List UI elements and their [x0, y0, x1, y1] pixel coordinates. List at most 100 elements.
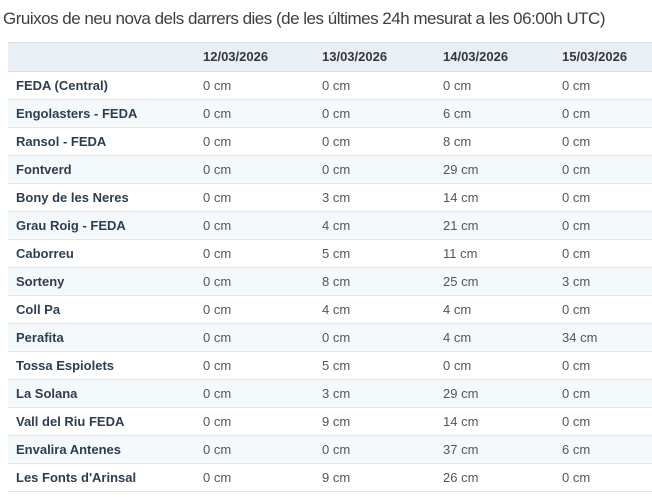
snow-depth-value: 29 cm [435, 379, 554, 408]
snow-depth-value: 0 cm [554, 71, 652, 100]
table-row: Grau Roig - FEDA 0 cm 4 cm 21 cm 0 cm [8, 211, 652, 240]
snow-depth-value: 0 cm [554, 379, 652, 408]
station-name: Caborreu [8, 239, 195, 268]
snow-depth-value: 0 cm [314, 71, 435, 100]
snow-depth-value: 0 cm [554, 127, 652, 156]
snow-depth-value: 3 cm [314, 379, 435, 408]
page-title: Gruixos de neu nova dels darrers dies (d… [3, 9, 605, 28]
table-row: La Solana 0 cm 3 cm 29 cm 0 cm [8, 379, 652, 408]
header-cell-date: 13/03/2026 [314, 42, 435, 72]
snow-depth-value: 0 cm [195, 71, 314, 100]
station-name: Bony de les Neres [8, 183, 195, 212]
snow-depth-value: 0 cm [554, 155, 652, 184]
snow-depth-value: 0 cm [195, 183, 314, 212]
station-name: Grau Roig - FEDA [8, 211, 195, 240]
snow-depth-value: 0 cm [195, 239, 314, 268]
snow-depth-value: 29 cm [435, 155, 554, 184]
station-name: Sorteny [8, 267, 195, 296]
snow-depth-value: 0 cm [195, 379, 314, 408]
header-cell-date: 14/03/2026 [435, 42, 554, 72]
snow-depth-value: 4 cm [314, 211, 435, 240]
snow-depth-value: 0 cm [554, 295, 652, 324]
header-row: 12/03/2026 13/03/2026 14/03/2026 15/03/2026 [8, 42, 652, 72]
snow-depth-value: 0 cm [195, 323, 314, 352]
table-row: Engolasters - FEDA 0 cm 0 cm 6 cm 0 cm [8, 99, 652, 128]
snow-depth-value: 6 cm [435, 99, 554, 128]
table-row: Les Fonts d'Arinsal 0 cm 9 cm 26 cm 0 cm [8, 463, 652, 492]
snow-depth-value: 4 cm [435, 295, 554, 324]
snow-depth-value: 0 cm [314, 99, 435, 128]
table-body: FEDA (Central) 0 cm 0 cm 0 cm 0 cm Engolaster… [8, 71, 652, 492]
snow-depth-value: 34 cm [554, 323, 652, 352]
snow-depth-value: 0 cm [435, 71, 554, 100]
snow-depth-value: 0 cm [195, 435, 314, 464]
snow-depth-value: 3 cm [554, 267, 652, 296]
snow-depth-value: 5 cm [314, 351, 435, 380]
snow-depth-value: 25 cm [435, 267, 554, 296]
header-cell-station [8, 42, 195, 72]
snow-depth-value: 8 cm [435, 127, 554, 156]
table-row: Ransol - FEDA 0 cm 0 cm 8 cm 0 cm [8, 127, 652, 156]
snow-depth-value: 26 cm [435, 463, 554, 492]
snow-depth-value: 0 cm [195, 99, 314, 128]
snow-depth-value: 4 cm [314, 295, 435, 324]
snow-depth-value: 0 cm [195, 127, 314, 156]
table-row: Sorteny 0 cm 8 cm 25 cm 3 cm [8, 267, 652, 296]
snow-depth-value: 5 cm [314, 239, 435, 268]
station-name: Vall del Riu FEDA [8, 407, 195, 436]
station-name: Fontverd [8, 155, 195, 184]
station-name: Envalira Antenes [8, 435, 195, 464]
table-row: Perafita 0 cm 0 cm 4 cm 34 cm [8, 323, 652, 352]
snow-depth-value: 21 cm [435, 211, 554, 240]
table-row: FEDA (Central) 0 cm 0 cm 0 cm 0 cm [8, 71, 652, 100]
snow-depth-value: 0 cm [314, 155, 435, 184]
snow-depth-value: 0 cm [314, 323, 435, 352]
snow-depth-value: 0 cm [554, 183, 652, 212]
snow-depth-value: 0 cm [435, 351, 554, 380]
snow-depth-value: 9 cm [314, 407, 435, 436]
station-name: Engolasters - FEDA [8, 99, 195, 128]
station-name: Tossa Espiolets [8, 351, 195, 380]
snow-depth-value: 11 cm [435, 239, 554, 268]
table-row: Caborreu 0 cm 5 cm 11 cm 0 cm [8, 239, 652, 268]
snow-depth-value: 0 cm [195, 407, 314, 436]
snow-depth-value: 8 cm [314, 267, 435, 296]
snow-depth-value: 0 cm [195, 155, 314, 184]
station-name: Perafita [8, 323, 195, 352]
snow-depth-value: 0 cm [195, 267, 314, 296]
snow-depth-value: 4 cm [435, 323, 554, 352]
snow-depth-value: 37 cm [435, 435, 554, 464]
table-row: Fontverd 0 cm 0 cm 29 cm 0 cm [8, 155, 652, 184]
station-name: FEDA (Central) [8, 71, 195, 100]
snow-depth-value: 0 cm [554, 211, 652, 240]
snow-depth-value: 0 cm [195, 463, 314, 492]
snow-depth-value: 0 cm [195, 351, 314, 380]
snow-depth-value: 0 cm [554, 463, 652, 492]
station-name: Coll Pa [8, 295, 195, 324]
snow-depth-value: 14 cm [435, 407, 554, 436]
header-cell-date: 15/03/2026 [554, 42, 652, 72]
table-row: Vall del Riu FEDA 0 cm 9 cm 14 cm 0 cm [8, 407, 652, 436]
table-row: Bony de les Neres 0 cm 3 cm 14 cm 0 cm [8, 183, 652, 212]
snow-depth-value: 0 cm [314, 127, 435, 156]
table-header: 12/03/2026 13/03/2026 14/03/2026 15/03/2026 [8, 42, 652, 72]
snow-depth-table: 12/03/2026 13/03/2026 14/03/2026 15/03/2026… [8, 42, 652, 492]
header-cell-date: 12/03/2026 [195, 42, 314, 72]
snow-depth-value: 6 cm [554, 435, 652, 464]
snow-depth-value: 0 cm [195, 211, 314, 240]
station-name: Les Fonts d'Arinsal [8, 463, 195, 492]
table-row: Envalira Antenes 0 cm 0 cm 37 cm 6 cm [8, 435, 652, 464]
table-row: Coll Pa 0 cm 4 cm 4 cm 0 cm [8, 295, 652, 324]
snow-depth-value: 0 cm [195, 295, 314, 324]
snow-depth-value: 3 cm [314, 183, 435, 212]
snow-depth-value: 0 cm [554, 351, 652, 380]
snow-depth-value: 0 cm [554, 99, 652, 128]
table-row: Tossa Espiolets 0 cm 5 cm 0 cm 0 cm [8, 351, 652, 380]
snow-depth-value: 0 cm [554, 239, 652, 268]
snow-depth-value: 14 cm [435, 183, 554, 212]
snow-depth-value: 0 cm [314, 435, 435, 464]
station-name: Ransol - FEDA [8, 127, 195, 156]
station-name: La Solana [8, 379, 195, 408]
snow-depth-value: 9 cm [314, 463, 435, 492]
snow-depth-value: 0 cm [554, 407, 652, 436]
